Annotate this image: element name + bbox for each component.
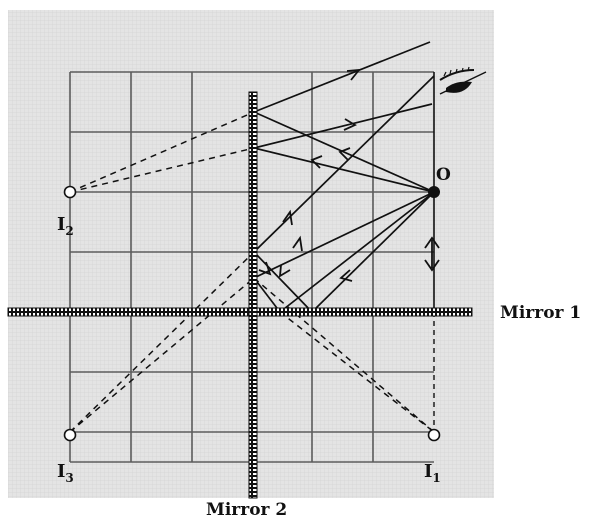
image-2-point (63, 185, 77, 199)
solid-rays (253, 41, 435, 313)
dashed-virtual-rays (69, 111, 435, 433)
ray-top-outgoing (253, 41, 431, 113)
image-2-subscript: 2 (65, 224, 73, 238)
image-3-subscript: 3 (65, 471, 73, 485)
object-label: O (436, 165, 451, 185)
mirror-2-label: Mirror 2 (206, 500, 287, 518)
mirror-1-label: Mirror 1 (500, 303, 581, 323)
image-1-point (427, 428, 441, 442)
image-1-subscript: 1 (432, 471, 440, 485)
mirror-2 (248, 91, 258, 499)
object-point (428, 186, 440, 198)
double-headed-arrow-icon (424, 236, 440, 272)
mirror-1 (7, 307, 473, 317)
image-3-point (63, 428, 77, 442)
image-3-label: I3 (57, 461, 74, 485)
image-1-label: I1 (424, 461, 441, 485)
eye-icon (439, 66, 487, 95)
ray-arrowheads (258, 68, 362, 282)
image-2-label: I2 (57, 214, 74, 238)
